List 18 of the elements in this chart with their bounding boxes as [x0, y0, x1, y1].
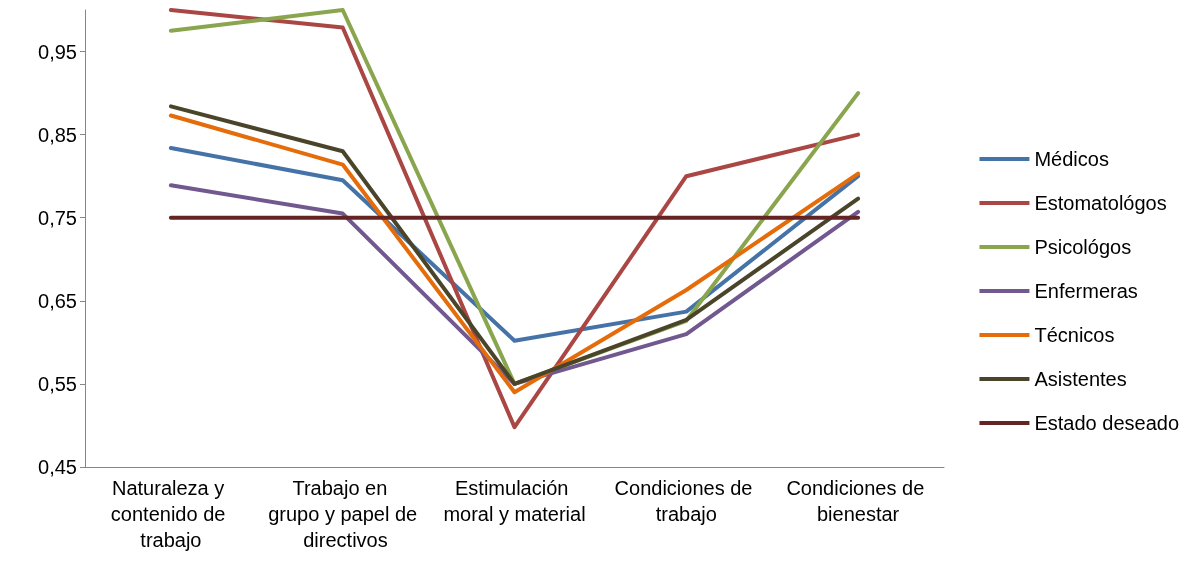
legend-label: Estomatológos — [1034, 192, 1167, 214]
x-tick-label: Trabajo en grupo y papel de directivos — [268, 477, 418, 551]
x-tick-label: Estimulación moral y material — [443, 477, 586, 525]
y-tick-label: 0,85 — [38, 123, 77, 146]
y-tick-label: 0,75 — [38, 206, 77, 229]
legend-label: Asistentes — [1034, 368, 1127, 390]
x-tick-label: Condiciones de trabajo — [614, 477, 759, 525]
legend-label: Psicológos — [1034, 236, 1132, 258]
legend-label: Estado deseado — [1034, 412, 1179, 434]
y-tick-label: 0,45 — [38, 456, 77, 478]
y-tick-label: 0,65 — [38, 289, 77, 312]
legend-label: Enfermeras — [1034, 280, 1138, 302]
y-tick-label: 0,55 — [38, 372, 77, 395]
y-tick-label: 0,95 — [38, 40, 77, 63]
x-tick-label: Naturaleza y contenido de trabajo — [110, 477, 231, 551]
legend-label: Médicos — [1034, 148, 1109, 170]
legend-label: Técnicos — [1034, 324, 1115, 346]
x-tick-label: Condiciones de bienestar — [786, 477, 930, 525]
